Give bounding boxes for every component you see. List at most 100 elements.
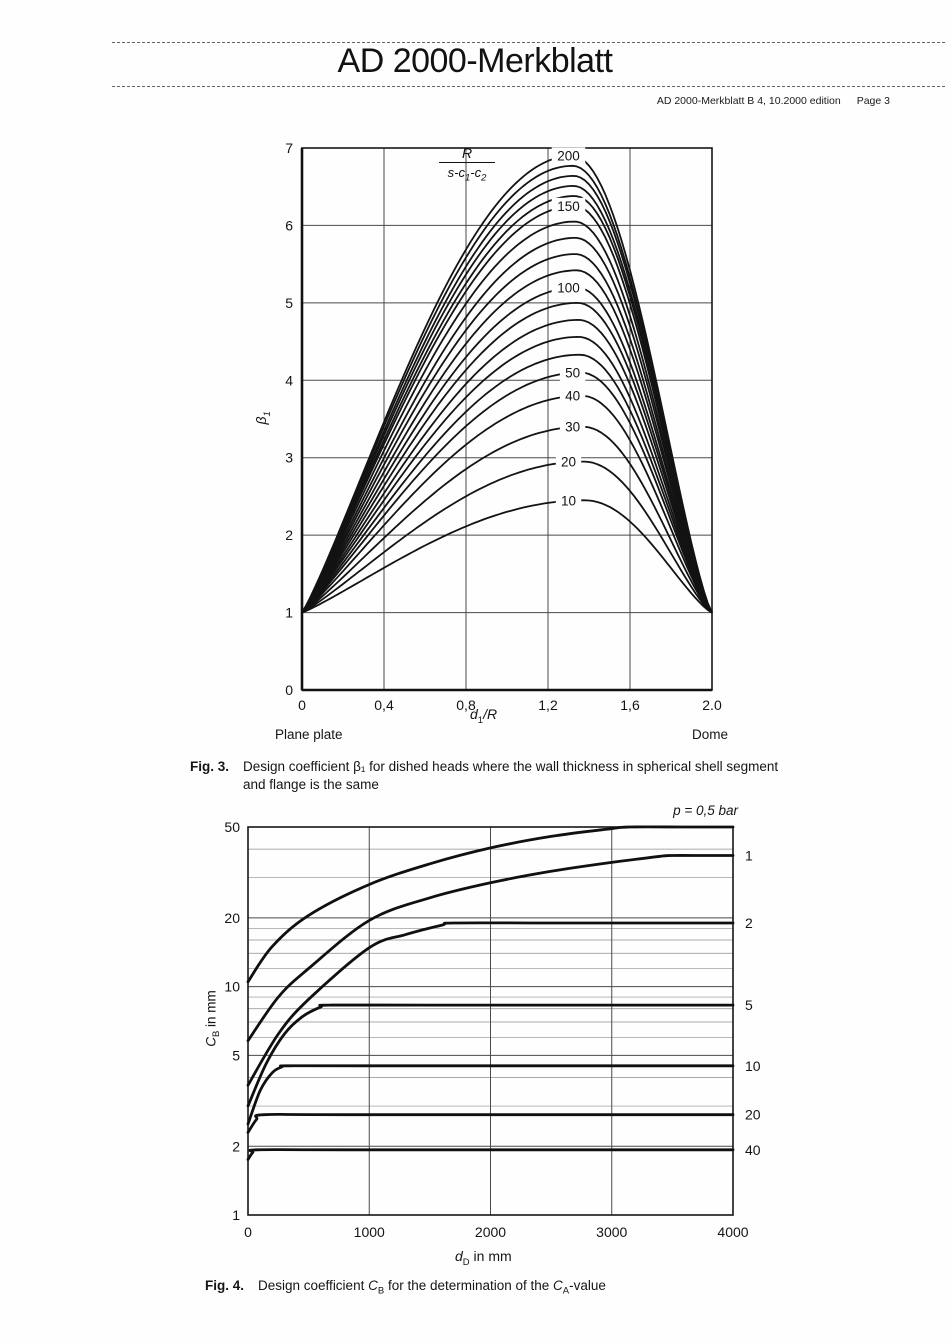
y-tick-label: 6 [285,217,293,233]
beta-curve-130 [301,237,713,614]
beta-curve-100 [301,286,713,614]
beta-curve-10 [301,499,713,614]
fig3-y-axis-label: β1 [253,411,273,425]
beta-curve-80 [301,319,713,614]
x-tick-label: 0 [298,697,306,713]
beta-curve-40 [301,394,713,614]
document-reference: AD 2000-Merkblatt B 4, 10.2000 edition Pa… [657,95,890,107]
cb-curve-p0,5 [246,825,735,984]
fig3-caption-text: Design coefficient β₁ for dished heads w… [243,759,779,792]
fig3-x-axis-label: d1/R [470,706,498,726]
curve-label-100: 100 [557,280,580,295]
y-tick-label: 10 [224,979,240,995]
curve-label-10: 10 [561,493,576,508]
fig3-chart: 10 20 30 40 50 100 150 200 0 1 2 3 4 5 6 7 0 0,4 0,8 1,2 1,6… [285,140,722,713]
fig4-pressure-label: p = 0,5 bar [673,803,738,818]
y-tick-label: 7 [285,140,293,156]
y-tick-label: 1 [285,605,293,621]
x-tick-label: 4000 [717,1224,748,1240]
beta-curve-180 [301,175,713,614]
cb-curve-p40 [246,1148,735,1161]
beta-curve-30 [301,425,713,614]
page-title: AD 2000-Merkblatt [337,42,613,80]
fig4-chart: 1 2 5 10 20 40 1 2 5 10 20 50 0 1000 2000 3000 4000 [224,819,760,1240]
beta-curve-190 [301,164,713,614]
fig3-caption: Fig. 3. Design coefficient β₁ for dished… [190,758,920,794]
beta-curve-120 [301,253,713,614]
curve-right-label-2: 2 [745,915,753,931]
fig3-parameter-fraction: R s-c1-c2 [439,145,495,184]
x-tick-label: 1,2 [538,697,558,713]
y-tick-label: 2 [285,527,293,543]
fig4-caption: Fig. 4. Design coefficient CB for the de… [205,1277,905,1301]
cb-curve-p2 [246,921,735,1087]
y-tick-label: 2 [232,1138,240,1154]
curve-label-bg [551,147,586,165]
x-tick-label: 0 [244,1224,252,1240]
x-tick-label: 2000 [475,1224,506,1240]
cb-curve-p10 [246,1064,735,1126]
y-tick-label: 20 [224,910,240,926]
x-tick-label: 0,8 [456,697,476,713]
curve-label-bg [559,387,586,405]
curve-label-150: 150 [557,199,580,214]
doc-ref-text: AD 2000-Merkblatt B 4, 10.2000 edition [656,95,841,107]
fig4-x-axis-label: dD in mm [455,1248,512,1268]
beta-curve-20 [301,460,713,614]
curve-label-bg [555,453,582,471]
x-tick-label: 0,4 [374,697,394,713]
y-tick-label: 50 [224,819,240,835]
beta-curve-110 [301,269,713,614]
beta-curve-140 [301,220,713,614]
x-tick-label: 3000 [596,1224,627,1240]
x-tick-label: 1000 [354,1224,385,1240]
curve-right-label-40: 40 [745,1142,761,1158]
curve-label-30: 30 [565,420,580,435]
cb-curve-p5 [246,1003,735,1108]
fig3-right-annotation: Dome [692,727,729,742]
fig3-left-annotation: Plane plate [275,727,343,742]
curve-right-label-1: 1 [745,848,753,864]
y-tick-label: 5 [285,295,293,311]
curve-label-50: 50 [565,365,580,380]
page-number: Page 3 [856,95,890,107]
fig4-y-axis-label: CB in mm [203,990,223,1047]
fig4-caption-label: Fig. 4. [205,1278,245,1293]
fig4-caption-text: Design coefficient CB for the determinat… [258,1278,606,1297]
beta-curve-50 [301,371,713,614]
curve-right-label-20: 20 [745,1107,761,1123]
beta-curve-170 [301,185,713,614]
cb-curve-p20 [246,1112,735,1134]
fig3-caption-label: Fig. 3. [190,759,230,774]
y-tick-label: 5 [232,1047,240,1063]
fraction-numerator: R [461,145,473,161]
curve-label-bg [559,364,586,382]
y-tick-label: 1 [232,1207,240,1223]
fraction-denominator: s-c1-c2 [447,165,487,184]
beta-curve-200 [301,154,713,614]
beta-curve-60 [301,353,713,614]
curve-label-20: 20 [561,455,576,470]
curve-right-label-10: 10 [745,1058,761,1074]
beta-curve-90 [301,302,713,614]
plot-border [301,147,713,691]
y-tick-label: 0 [285,682,293,698]
curve-label-bg [551,279,586,297]
y-tick-label: 3 [285,450,293,466]
header-rule-top [112,42,945,43]
curve-label-bg [555,492,582,510]
x-tick-label: 1,6 [620,697,640,713]
beta-curve-70 [301,336,713,614]
cb-curve-p1 [246,854,735,1043]
curve-label-bg [559,418,586,436]
beta-curve-160 [301,195,713,614]
beta-curve-150 [301,205,713,614]
fraction-bar [439,162,495,163]
header-rule-bottom [112,86,945,87]
curve-right-label-5: 5 [745,997,753,1013]
curve-label-200: 200 [557,148,580,163]
plot-border [247,826,734,1216]
x-tick-label: 2.0 [702,697,722,713]
